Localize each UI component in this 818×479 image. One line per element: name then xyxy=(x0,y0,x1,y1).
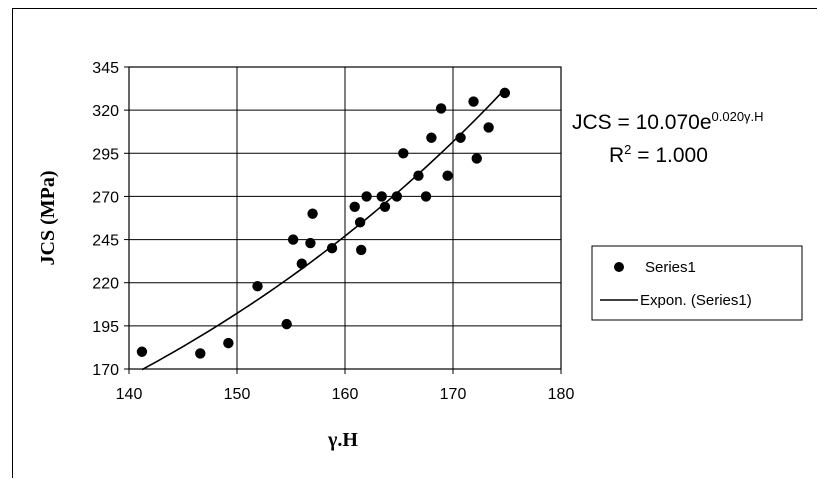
x-axis-title: γ.H xyxy=(327,429,358,451)
x-tick-label: 150 xyxy=(224,386,251,403)
y-tick-label: 345 xyxy=(92,60,119,77)
data-point xyxy=(252,280,263,292)
data-point xyxy=(391,191,403,202)
equation-main: JCS = 10.070e xyxy=(572,111,712,134)
data-point xyxy=(195,348,206,359)
r2-value: = 1.000 xyxy=(631,144,707,167)
data-point xyxy=(413,170,424,181)
data-point xyxy=(354,217,366,228)
data-point xyxy=(326,243,338,254)
data-point xyxy=(455,132,466,143)
data-point xyxy=(442,170,453,181)
legend-label-trend: Expon. (Series1) xyxy=(640,292,752,309)
x-tick-label: 160 xyxy=(332,386,359,403)
data-point xyxy=(398,148,409,159)
y-tick-label: 170 xyxy=(92,362,119,379)
y-tick-label: 245 xyxy=(92,233,119,250)
data-point xyxy=(281,318,292,330)
chart-frame xyxy=(12,8,817,478)
y-tick-label: 320 xyxy=(92,103,119,120)
y-tick-label: 295 xyxy=(92,146,119,163)
data-point xyxy=(468,96,479,107)
data-point xyxy=(305,237,316,249)
legend: Series1 Expon. (Series1) xyxy=(591,245,803,321)
y-axis-title: JCS (MPa) xyxy=(37,171,59,266)
trend-layer xyxy=(141,88,506,371)
data-point xyxy=(287,234,299,245)
trendline xyxy=(141,88,506,371)
y-tick-label: 220 xyxy=(92,276,119,293)
y-tick-label: 270 xyxy=(92,189,119,206)
data-point xyxy=(483,122,494,133)
data-point xyxy=(379,201,391,212)
legend-box xyxy=(591,245,803,321)
data-point xyxy=(420,191,432,202)
data-point xyxy=(499,87,511,99)
data-point xyxy=(435,103,447,114)
data-point xyxy=(361,191,372,202)
data-point xyxy=(349,201,360,212)
data-point xyxy=(296,258,307,269)
tick-layer: 140 150 160 170 180 170 195 220 245 270 295 320 345 xyxy=(92,60,574,403)
r2-label: R xyxy=(609,144,624,167)
trendline-equation: JCS = 10.070e0.020γ.H xyxy=(572,109,764,134)
x-tick-label: 140 xyxy=(116,386,143,403)
y-tick-label: 195 xyxy=(92,319,119,336)
r-squared: R2 = 1.000 xyxy=(609,142,708,167)
legend-label-series1: Series1 xyxy=(645,259,696,276)
data-point xyxy=(136,346,148,357)
point-layer xyxy=(136,87,511,359)
data-point xyxy=(471,153,482,164)
data-point xyxy=(307,208,318,219)
grid-layer xyxy=(129,67,561,369)
data-point xyxy=(426,132,437,143)
legend-marker-series1 xyxy=(614,262,624,272)
equation-exponent: 0.020γ.H xyxy=(712,109,764,124)
data-point xyxy=(356,244,367,256)
x-tick-label: 180 xyxy=(548,386,575,403)
r2-superscript: 2 xyxy=(624,142,631,157)
data-point xyxy=(223,337,234,349)
data-point xyxy=(376,191,387,202)
x-tick-label: 170 xyxy=(440,386,467,403)
